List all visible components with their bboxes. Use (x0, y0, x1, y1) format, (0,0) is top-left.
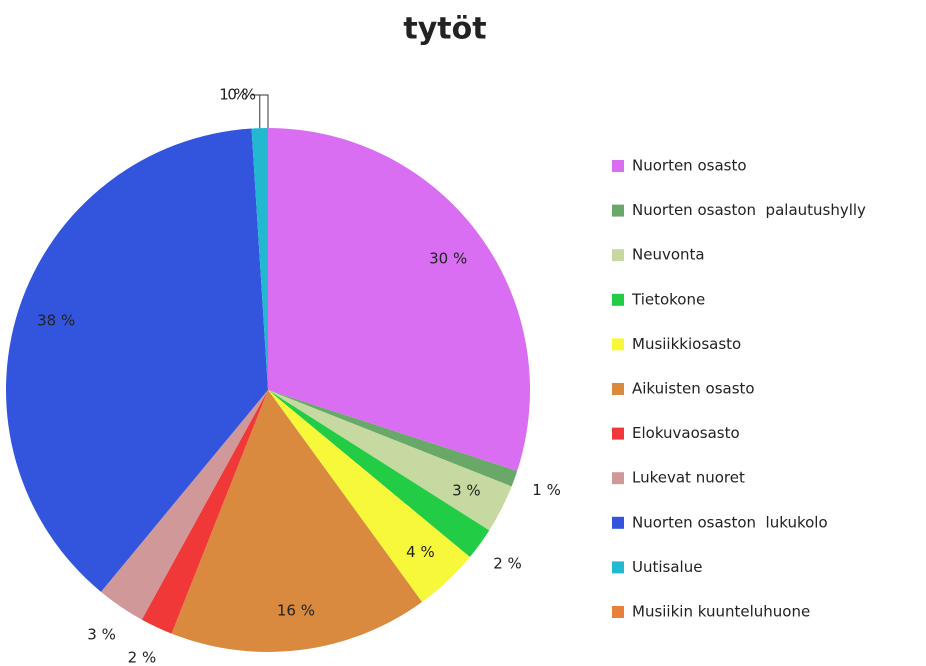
legend-swatch (612, 606, 624, 618)
legend-swatch (612, 472, 624, 485)
legend-label: Lukevat nuoret (632, 469, 745, 487)
legend-label: Uutisalue (632, 558, 702, 576)
pie-slice (268, 390, 512, 531)
pie-slice (268, 128, 530, 471)
leader-line (251, 94, 261, 129)
data-label: 16 % (277, 601, 315, 619)
data-label: 3 % (452, 482, 481, 500)
pie-slice (171, 390, 422, 652)
pie-slice (268, 390, 470, 602)
data-label: 4 % (406, 543, 435, 561)
legend-swatch (612, 249, 624, 262)
legend-swatch (612, 561, 624, 574)
legend-label: Musiikkiosasto (632, 335, 741, 353)
leader-line (260, 94, 269, 128)
legend-label: Neuvonta (632, 246, 705, 264)
pie-slice (268, 390, 518, 487)
pie-slice (6, 128, 269, 592)
pie-slice (268, 390, 490, 558)
data-label: 2 % (493, 555, 522, 573)
legend-swatch (612, 160, 624, 172)
legend-label: Musiikin kuunteluhuone (632, 603, 810, 621)
legend-swatch (612, 293, 624, 306)
legend-swatch (612, 516, 624, 529)
data-label: 30 % (429, 250, 467, 268)
legend-label: Nuorten osaston palautushylly (632, 201, 866, 219)
legend-label: Tietokone (631, 290, 705, 308)
data-label: 2 % (128, 648, 157, 666)
legend-label: Elokuvaosasto (632, 424, 740, 442)
data-label: 1 % (219, 86, 248, 104)
legend-label: Nuorten osaston lukukolo (632, 513, 828, 531)
chart-title: tytöt (403, 12, 486, 47)
legend-label: Aikuisten osasto (632, 380, 755, 398)
data-label: 1 % (532, 481, 561, 499)
legend-swatch (612, 383, 624, 395)
data-label: 38 % (37, 312, 75, 330)
data-label: 3 % (87, 625, 116, 643)
legend-label: Nuorten osasto (632, 157, 747, 175)
legend-swatch (612, 204, 624, 217)
legend-swatch (612, 338, 624, 351)
pie-slice (141, 390, 268, 634)
pie-slice (100, 390, 269, 620)
data-label: 0 % (227, 86, 256, 104)
pie-slice (251, 128, 268, 390)
legend-swatch (612, 427, 624, 440)
